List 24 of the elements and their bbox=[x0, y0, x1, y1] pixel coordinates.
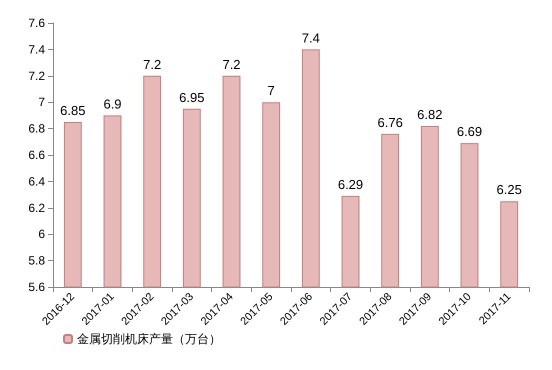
data-label: 6.29 bbox=[338, 176, 364, 192]
legend-label: 金属切削机床产量（万台） bbox=[77, 332, 221, 346]
data-label: 7 bbox=[268, 83, 275, 98]
data-label: 6.25 bbox=[496, 182, 522, 198]
data-label: 6.69 bbox=[456, 124, 482, 140]
y-tick-label: 5.8 bbox=[28, 254, 46, 268]
data-label: 7.2 bbox=[222, 56, 241, 72]
y-tick-label: 7.6 bbox=[28, 16, 46, 30]
data-label: 7.2 bbox=[143, 56, 162, 72]
y-tick-label: 5.6 bbox=[28, 280, 46, 294]
data-label: 6.76 bbox=[378, 114, 403, 130]
y-tick-label: 6.6 bbox=[28, 148, 46, 162]
y-tick-label: 7.2 bbox=[28, 68, 46, 83]
data-label: 6.82 bbox=[417, 106, 442, 122]
y-tick-label: 6.4 bbox=[28, 174, 46, 188]
y-tick-label: 6 bbox=[38, 227, 46, 242]
y-tick-label: 6.8 bbox=[28, 122, 46, 136]
data-label: 6.9 bbox=[103, 96, 122, 112]
y-tick-label: 7 bbox=[38, 95, 46, 110]
y-tick-label: 7.4 bbox=[28, 42, 46, 56]
data-label: 6.95 bbox=[179, 90, 204, 105]
y-tick-label: 6.2 bbox=[28, 200, 46, 215]
data-label: 6.85 bbox=[60, 103, 86, 118]
data-label: 7.4 bbox=[302, 30, 320, 46]
